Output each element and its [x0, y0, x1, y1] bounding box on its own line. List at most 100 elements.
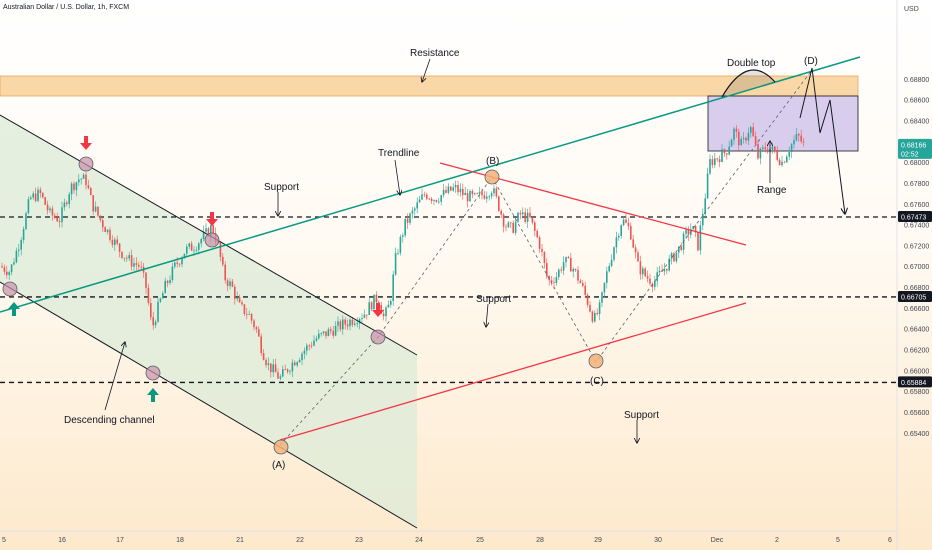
candle-body	[555, 277, 558, 283]
candle-body	[159, 298, 162, 302]
candle-body	[531, 217, 534, 223]
candle-body	[147, 287, 150, 304]
candle-body	[82, 174, 85, 179]
candle-body	[195, 249, 198, 251]
candle-body	[759, 148, 762, 159]
candle-body	[13, 262, 15, 265]
candle-body	[534, 222, 536, 231]
candle-body	[390, 301, 392, 305]
candle-body	[178, 263, 181, 265]
time-tick-label: 6	[888, 537, 892, 544]
candle-body	[488, 196, 490, 198]
candle-body	[174, 262, 176, 267]
candle-body	[94, 206, 97, 212]
candle-body	[786, 156, 788, 163]
candle-body	[474, 193, 476, 195]
candle-body	[313, 340, 315, 346]
candle-body	[394, 253, 397, 275]
candle-body	[361, 317, 363, 320]
price-tick-label: 0.66800	[904, 285, 929, 292]
candle-body	[601, 292, 603, 303]
candle-body	[565, 256, 567, 263]
down-arrow-icon	[372, 303, 384, 317]
candle-body	[397, 252, 399, 254]
candle-body	[582, 283, 584, 286]
candle-body	[742, 137, 745, 139]
resistance-arrow	[422, 58, 431, 82]
candle-body	[176, 262, 178, 264]
candle-body	[543, 251, 546, 264]
price-axis-unit: USD	[904, 6, 919, 13]
candle-body	[781, 161, 783, 166]
candle-body	[284, 369, 286, 370]
triangle-lower-line	[279, 302, 747, 441]
price-tag-box	[898, 138, 932, 159]
candle-body	[658, 270, 661, 273]
pivot-circle	[370, 329, 386, 345]
candle-body	[1, 266, 3, 268]
candle-body	[30, 197, 32, 200]
candle-body	[61, 207, 63, 223]
candle-body	[594, 312, 596, 322]
candle-body	[282, 369, 284, 377]
candle-body	[349, 319, 351, 327]
candle-body	[80, 178, 82, 180]
up-arrow-icon	[147, 388, 159, 402]
candle-body	[622, 219, 625, 226]
candle-body	[236, 297, 238, 299]
candle-body	[788, 152, 790, 157]
candle-body	[210, 225, 212, 237]
candle-body	[510, 222, 512, 224]
price-tick-label: 0.66600	[904, 306, 929, 313]
candle-body	[466, 192, 469, 202]
candle-body	[277, 372, 279, 379]
candle-body	[426, 194, 428, 199]
candle-body	[620, 225, 622, 236]
candle-body	[517, 212, 519, 222]
candle-body	[498, 196, 500, 211]
price-tags: 0.68166 02:52 0.67473 0.66705 0.65884	[898, 138, 932, 388]
label-pivot-b: (B)	[486, 156, 499, 167]
price-tick-label: 0.66400	[904, 327, 929, 334]
candle-body	[718, 159, 721, 162]
candle-body	[87, 185, 90, 189]
candle-body	[274, 364, 277, 373]
candle-body	[46, 204, 49, 211]
candle-body	[507, 222, 510, 228]
candle-body	[212, 225, 214, 234]
candle-body	[526, 212, 529, 222]
candle-body	[406, 218, 409, 223]
candle-body	[452, 187, 454, 191]
candle-body	[337, 321, 339, 326]
label-range: Range	[757, 185, 787, 196]
pivot-c-circle	[588, 353, 604, 369]
candle-body	[380, 305, 382, 314]
candle-body	[334, 325, 337, 336]
candle-body	[702, 213, 704, 226]
candle-body	[490, 193, 493, 197]
label-pivot-c: (C)	[590, 376, 604, 387]
candlestick-series	[1, 122, 805, 381]
candle-body	[296, 362, 298, 366]
candle-body	[750, 127, 752, 133]
candle-body	[668, 258, 670, 271]
candle-body	[85, 174, 87, 186]
candle-body	[130, 255, 133, 267]
candle-body	[481, 191, 483, 196]
candle-body	[39, 189, 42, 193]
price-tick-label: 0.68600	[904, 98, 929, 105]
candle-body	[464, 192, 466, 196]
price-tick-label: 0.65800	[904, 389, 929, 396]
candle-body	[639, 261, 642, 275]
candle-body	[675, 252, 678, 262]
candle-body	[519, 212, 522, 215]
candle-body	[128, 255, 130, 259]
support-arrow	[486, 303, 488, 327]
candle-body	[790, 144, 793, 153]
candle-body	[34, 193, 37, 201]
candle-body	[162, 293, 164, 299]
candle-body	[483, 195, 486, 199]
candle-body	[764, 147, 766, 150]
